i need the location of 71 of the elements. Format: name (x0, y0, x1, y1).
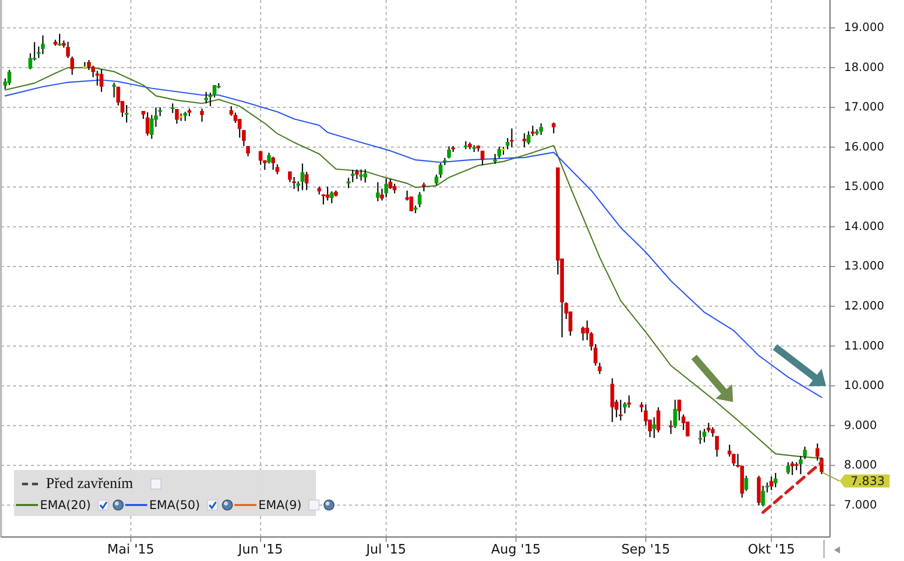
candlestick (112, 82, 116, 98)
candlestick (95, 70, 100, 86)
candlestick (392, 183, 396, 194)
candlestick (769, 476, 774, 491)
candlestick (350, 169, 355, 183)
x-tick-label: Jun '15 (237, 542, 283, 558)
y-tick-label: 7.000 (844, 497, 877, 512)
y-tick-label: 11.000 (844, 338, 884, 352)
candlestick (354, 168, 359, 180)
candlestick (530, 125, 535, 137)
candlestick (384, 178, 388, 198)
y-tick-label: 10.000 (844, 378, 884, 392)
x-tick-label: Jul '15 (365, 542, 406, 558)
candlestick (183, 111, 188, 122)
candlestick (581, 326, 585, 342)
candlestick (321, 194, 326, 206)
y-tick-label: 17.000 (844, 100, 884, 114)
candlestick (40, 34, 45, 55)
candlestick (7, 69, 12, 86)
candlestick (409, 196, 414, 212)
candlestick (242, 129, 246, 147)
candlestick (744, 475, 748, 492)
candlestick (238, 118, 242, 138)
candlestick (66, 41, 70, 59)
candlestick (359, 168, 363, 182)
candlestick (786, 462, 790, 475)
candlestick (610, 378, 614, 423)
candlestick (146, 112, 150, 136)
y-tick-label: 14.000 (844, 218, 884, 233)
candlestick (774, 472, 778, 488)
candlestick (70, 56, 74, 76)
y-tick-label: 19.000 (844, 20, 884, 34)
candlestick (82, 61, 87, 70)
candlestick (258, 150, 262, 166)
y-tick-label: 12.000 (844, 298, 884, 312)
candlestick (326, 186, 330, 202)
x-tick-label: Aug '15 (491, 542, 541, 558)
y-tick-label: 18.000 (844, 60, 884, 74)
x-tick-label: Sep '15 (621, 542, 670, 558)
annotation: 7.833 (850, 474, 885, 488)
candlestick (652, 416, 656, 439)
candlestick (480, 150, 484, 166)
candlestick (300, 162, 304, 191)
y-tick-label: 15.000 (844, 179, 884, 194)
candlestick (677, 399, 682, 422)
candlestick (447, 146, 451, 159)
candlestick (418, 192, 422, 208)
legend-label: EMA(50) (149, 498, 200, 512)
candlestick (100, 68, 104, 92)
legend-label: Před zavřením (46, 476, 134, 492)
candlestick (124, 104, 129, 124)
candlestick (539, 122, 544, 136)
candlestick (200, 108, 204, 122)
x-tick-label: Mai '15 (107, 542, 154, 558)
candlestick (363, 168, 368, 184)
y-tick-label: 16.000 (844, 139, 884, 154)
candlestick (497, 146, 502, 159)
legend-label: EMA(9) (258, 498, 302, 512)
y-tick-label: 13.000 (844, 258, 884, 273)
candlestick (28, 52, 32, 70)
candlestick (150, 114, 154, 140)
candlestick (493, 153, 497, 164)
x-tick-label: Okt '15 (748, 542, 795, 558)
candlestick (510, 128, 514, 148)
candlestick (330, 190, 334, 204)
legend-label: EMA(20) (40, 498, 91, 512)
y-tick-label: 9.000 (844, 418, 877, 432)
candlestick (275, 164, 280, 175)
candlestick (552, 122, 556, 134)
y-tick-label: 8.000 (844, 458, 877, 472)
candlestick (271, 156, 276, 170)
